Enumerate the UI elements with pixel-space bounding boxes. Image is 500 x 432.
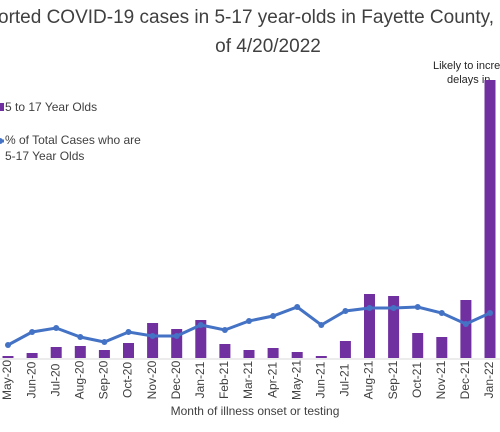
line-marker bbox=[125, 329, 132, 335]
legend-label: % of Total Cases who are bbox=[5, 133, 141, 147]
bar bbox=[339, 341, 351, 358]
annotation: delays in bbox=[447, 74, 490, 86]
x-tick-label: Feb-21 bbox=[217, 361, 231, 399]
line-marker bbox=[487, 310, 493, 316]
line-marker bbox=[221, 327, 228, 333]
line-marker bbox=[29, 329, 36, 335]
line-marker bbox=[270, 313, 277, 319]
x-tick-label: Dec-20 bbox=[169, 360, 183, 399]
line-marker bbox=[438, 310, 445, 316]
line-marker bbox=[366, 305, 373, 311]
x-tick-label: Apr-21 bbox=[265, 362, 279, 398]
bar bbox=[147, 323, 159, 358]
line-marker bbox=[173, 333, 180, 339]
x-tick-label: Sep-21 bbox=[386, 360, 400, 399]
x-tick-label: Aug-20 bbox=[72, 360, 86, 399]
bar bbox=[484, 80, 496, 358]
x-tick-label: Oct-20 bbox=[121, 362, 135, 398]
bar bbox=[436, 337, 448, 358]
bar bbox=[388, 296, 400, 358]
bar bbox=[460, 300, 472, 358]
line-marker bbox=[294, 304, 301, 310]
line-marker bbox=[101, 339, 108, 345]
line-marker bbox=[77, 334, 84, 340]
line-marker bbox=[342, 308, 349, 314]
bar bbox=[171, 329, 183, 358]
bar bbox=[219, 344, 231, 358]
x-tick-label: Mar-21 bbox=[241, 361, 255, 399]
line-marker bbox=[318, 322, 325, 328]
x-tick-label: Jun-21 bbox=[313, 361, 327, 398]
x-tick-label: May-20 bbox=[0, 360, 14, 400]
x-tick-label: Jul-21 bbox=[338, 363, 352, 396]
bar bbox=[2, 356, 14, 358]
line-marker bbox=[390, 305, 397, 311]
chart-title: of 4/20/2022 bbox=[215, 36, 321, 57]
x-tick-label: May-21 bbox=[289, 360, 303, 400]
bar bbox=[195, 320, 207, 358]
x-axis-title: Month of illness onset or testing bbox=[171, 404, 340, 418]
bar bbox=[267, 348, 279, 358]
x-tick-label: Nov-21 bbox=[434, 360, 448, 399]
line-marker bbox=[53, 325, 60, 331]
line-marker bbox=[197, 322, 204, 328]
x-tick-label: Jan-21 bbox=[193, 361, 207, 398]
x-tick-label: Jan-22 bbox=[482, 361, 496, 398]
bar bbox=[243, 350, 255, 358]
bar bbox=[50, 347, 62, 358]
line-marker bbox=[149, 333, 156, 339]
bar bbox=[412, 333, 424, 358]
legend-swatch bbox=[0, 138, 3, 144]
line-marker bbox=[462, 321, 469, 327]
bar bbox=[364, 294, 375, 358]
x-tick-label: Sep-20 bbox=[97, 360, 111, 399]
bar bbox=[26, 353, 38, 358]
x-tick-label: Aug-21 bbox=[362, 360, 376, 399]
bar bbox=[123, 343, 134, 358]
bar bbox=[315, 356, 327, 358]
bar bbox=[74, 346, 86, 358]
x-tick-label: Nov-20 bbox=[145, 360, 159, 399]
x-tick-label: Jun-20 bbox=[24, 361, 38, 398]
legend-label: 5-17 Year Olds bbox=[5, 149, 84, 163]
line-marker bbox=[5, 342, 11, 348]
bar bbox=[98, 350, 110, 358]
bar bbox=[291, 352, 303, 358]
line-marker bbox=[414, 304, 421, 310]
annotation: Likely to incre bbox=[433, 60, 500, 72]
line-marker bbox=[246, 318, 252, 324]
legend-label: 5 to 17 Year Olds bbox=[5, 100, 97, 114]
x-tick-label: Oct-21 bbox=[410, 362, 424, 398]
x-tick-label: Jul-20 bbox=[48, 363, 62, 396]
legend-swatch bbox=[0, 103, 4, 111]
chart-title: orted COVID-19 cases in 5-17 year-olds i… bbox=[0, 7, 500, 28]
x-tick-label: Dec-21 bbox=[458, 360, 472, 399]
